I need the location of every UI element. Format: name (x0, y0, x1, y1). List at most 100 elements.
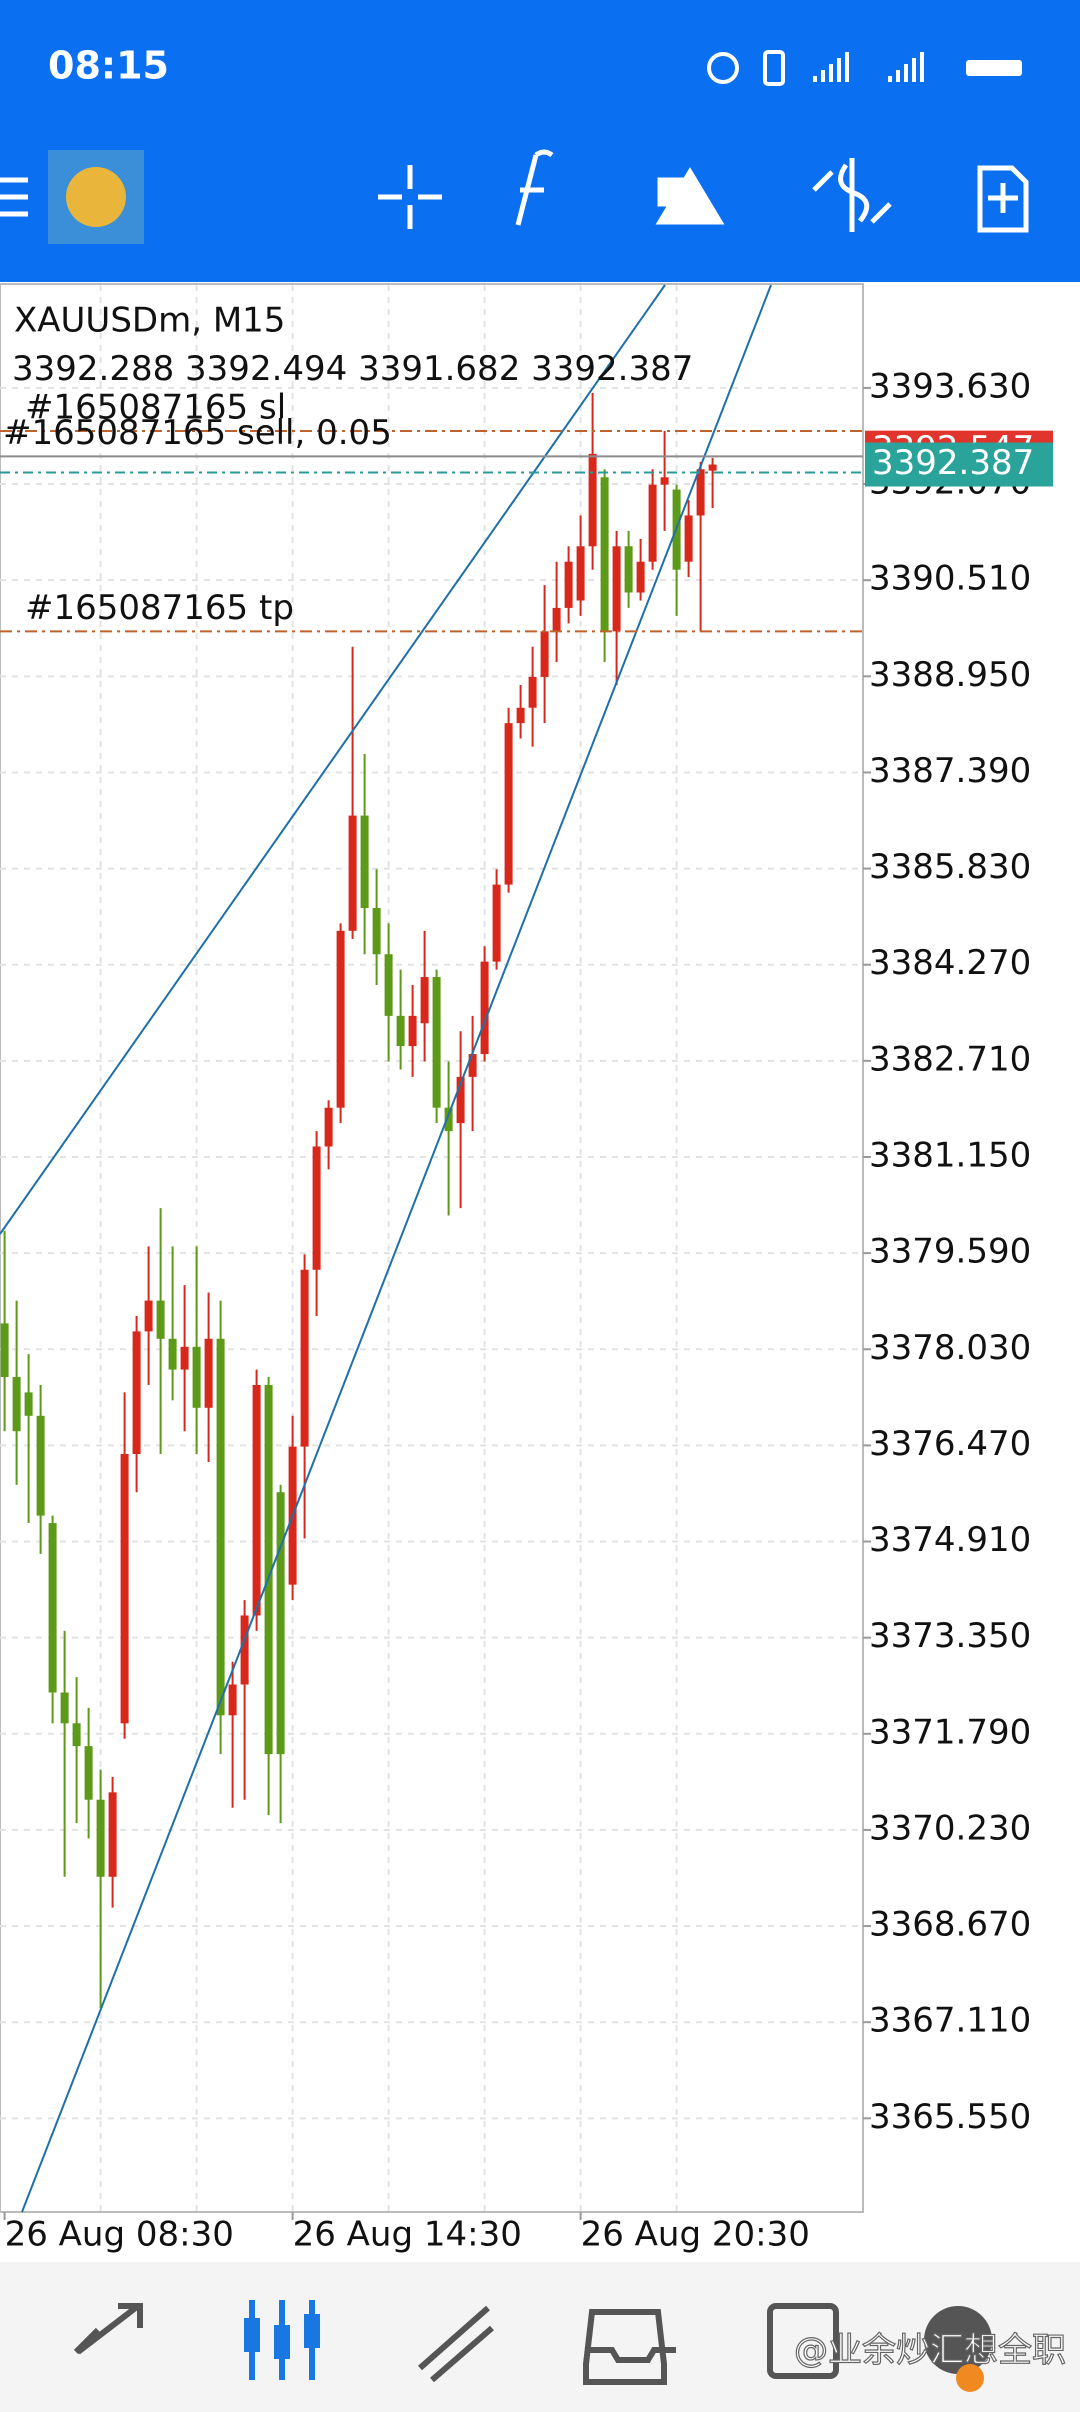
y-tick-label: 3371.790 (869, 1712, 1031, 1752)
indicators-button[interactable] (515, 149, 554, 226)
low: 3391.682 (358, 349, 520, 389)
y-tick-label: 3393.630 (869, 366, 1031, 406)
candle-body (624, 546, 633, 593)
candle-body (336, 930, 345, 1108)
plot-area (0, 283, 864, 2213)
trade-tab[interactable] (418, 2305, 494, 2383)
candle-body (204, 1338, 213, 1408)
candle-body (660, 477, 669, 485)
high: 3392.494 (185, 349, 347, 389)
y-tick-label: 3382.710 (869, 1039, 1031, 1079)
candle-body (372, 908, 381, 955)
objects-button[interactable] (655, 167, 725, 225)
y-tick-label: 3365.550 (869, 2097, 1031, 2137)
watermark: @业余炒汇想全职 (794, 2331, 1066, 2371)
x-tick-label: 26 Aug 08:30 (5, 2215, 234, 2255)
trend-line (21, 284, 772, 2213)
candle-body (588, 453, 597, 547)
candle-body (312, 1146, 321, 1270)
candle-body (456, 1076, 465, 1124)
x-tick-label: 26 Aug 20:30 (581, 2215, 810, 2255)
candle-body (156, 1300, 165, 1339)
chart-title: XAUUSDm, M15 (14, 301, 285, 341)
candle-body (696, 469, 705, 516)
new-order-button[interactable] (977, 165, 1029, 233)
order-label: #165087165 tp (25, 588, 294, 628)
y-tick-label: 3388.950 (869, 655, 1031, 695)
candle-body (300, 1269, 309, 1447)
bid-label: 3392.387 (872, 443, 1034, 483)
settings-tab[interactable] (924, 2306, 992, 2374)
candle-body (96, 1799, 105, 1877)
candle-body (432, 977, 441, 1108)
y-tick-label: 3373.350 (869, 1616, 1031, 1656)
candle-body (528, 676, 537, 708)
history-tab[interactable] (583, 2309, 676, 2385)
y-tick-label: 3384.270 (869, 943, 1031, 983)
header-bg (0, 0, 1080, 282)
candle-body (636, 561, 645, 593)
candle-body (684, 515, 693, 562)
candle-body (36, 1415, 45, 1516)
candle-body (240, 1615, 249, 1685)
candle-body (252, 1384, 261, 1616)
candle-body (516, 707, 525, 724)
open: 3392.288 (12, 349, 174, 389)
grid: 3393.6303392.0703390.5103388.9503387.390… (0, 285, 1031, 2255)
candle-body (564, 561, 573, 608)
y-tick-label: 3367.110 (869, 2001, 1031, 2041)
candle-body (60, 1692, 69, 1724)
candle-body (360, 815, 369, 909)
toolbar (0, 149, 1029, 244)
ohlc-readout: 3392.288 3392.494 3391.682 3392.387 (12, 349, 693, 389)
chart-tab-bar (244, 2318, 260, 2352)
candle-body (708, 464, 717, 471)
candle-body (72, 1723, 81, 1747)
y-tick-label: 3374.910 (869, 1520, 1031, 1560)
y-tick-label: 3370.230 (869, 1808, 1031, 1848)
trend-line (0, 284, 666, 1235)
quotes-tab[interactable] (73, 2303, 143, 2355)
candle-body (192, 1346, 201, 1408)
candle-body (12, 1376, 21, 1432)
trade-button[interactable] (812, 158, 892, 232)
y-tick-label: 3378.030 (869, 1328, 1031, 1368)
candle-body (216, 1338, 225, 1716)
candle-body (108, 1792, 117, 1877)
candle-body (48, 1523, 57, 1693)
candle-body (384, 954, 393, 1016)
overlay: #165087165 sl#165087165 sell, 0.05 #16508… (0, 388, 1053, 633)
candle-body (600, 477, 609, 632)
y-tick-label: 3381.150 (869, 1135, 1031, 1175)
candle-body (180, 1346, 189, 1370)
menu-button[interactable] (0, 177, 28, 217)
candle-body (468, 1054, 477, 1077)
candle-body (480, 961, 489, 1055)
y-tick-label: 3387.390 (869, 751, 1031, 791)
candle-body (444, 1107, 453, 1132)
candle-body (168, 1338, 177, 1370)
y-tick-label: 3379.590 (869, 1232, 1031, 1272)
candle-body (408, 1015, 417, 1047)
badge (956, 2364, 984, 2392)
logo-mark (66, 167, 126, 227)
trend-channel (0, 284, 772, 2213)
candle-body (504, 723, 513, 885)
candle-body (420, 977, 429, 1024)
candle-body (24, 1392, 33, 1416)
y-tick-label: 3376.470 (869, 1424, 1031, 1464)
candle-body (132, 1331, 141, 1455)
candle-body (540, 631, 549, 677)
candle-body (0, 1323, 9, 1377)
crosshair-button[interactable] (378, 165, 442, 229)
candle-body (144, 1300, 153, 1332)
y-tick-label: 3368.670 (869, 1905, 1031, 1945)
messages-tab[interactable] (767, 2303, 839, 2379)
nav-icons (73, 2300, 992, 2392)
candle-body (228, 1684, 237, 1716)
candles (0, 392, 717, 2009)
candle-body (348, 815, 357, 931)
candle-body (264, 1384, 273, 1755)
